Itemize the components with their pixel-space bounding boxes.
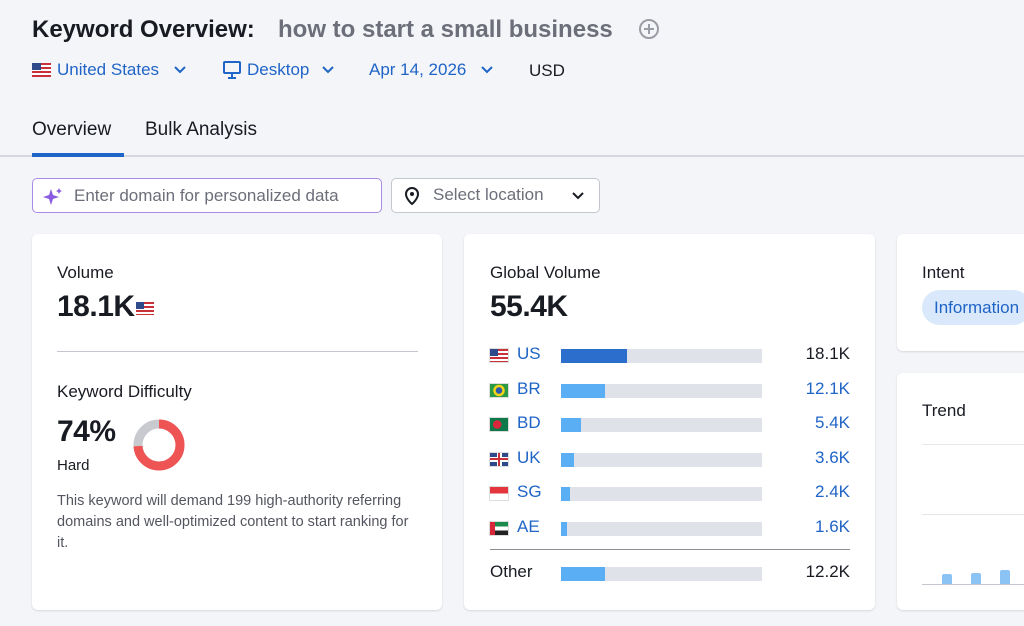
sparkle-icon	[43, 188, 62, 205]
us-flag	[32, 63, 51, 77]
chevron[interactable]	[479, 64, 495, 76]
country-code: UK	[517, 447, 541, 467]
bar-track	[561, 452, 762, 467]
bar	[561, 522, 567, 536]
flag	[490, 349, 508, 362]
other-label: Other	[490, 562, 533, 581]
kd-label: Keyword Difficulty	[57, 382, 192, 401]
trend-bar	[971, 572, 981, 584]
country-code: BD	[517, 413, 541, 433]
add-icon[interactable]	[638, 18, 660, 40]
flag	[490, 522, 508, 535]
flag	[490, 418, 508, 432]
volume-value: 18.1K	[57, 290, 135, 323]
grid-line	[922, 514, 1024, 515]
volume-value: 18.1K	[805, 344, 850, 363]
location-select[interactable]: Select location	[391, 178, 600, 213]
chevron[interactable]	[320, 64, 336, 76]
tab-indicator	[32, 153, 124, 157]
domain-input[interactable]: Enter domain for personalized data	[32, 178, 382, 213]
intent-card: Intent Information	[897, 234, 1024, 351]
divider	[57, 351, 418, 352]
volume-label: Volume	[57, 263, 114, 282]
country-code: BR	[517, 378, 541, 398]
pin-icon	[404, 186, 420, 206]
country-select[interactable]: United States	[57, 60, 160, 79]
trend-bar	[1000, 570, 1010, 584]
bar	[561, 418, 581, 433]
trend-label: Trend	[922, 401, 966, 420]
bar	[561, 452, 575, 467]
country-code: SG	[517, 482, 542, 502]
volume-value: 5.4K	[815, 413, 850, 433]
tab-overview[interactable]: Overview	[32, 119, 112, 140]
country-code: US	[517, 344, 541, 363]
kd-description: This keyword will demand 199 high-author…	[57, 493, 409, 551]
page-title: Keyword Overview:	[32, 16, 255, 43]
flag	[490, 383, 508, 397]
country-code: AE	[517, 517, 540, 536]
domain-placeholder: Enter domain for personalized data	[74, 186, 339, 205]
trend-card: Trend	[897, 373, 1024, 610]
volume-value: 12.1K	[805, 378, 850, 398]
baseline	[922, 584, 1024, 585]
location-placeholder: Select location	[433, 185, 544, 204]
intent-label: Intent	[922, 263, 965, 282]
global-volume-card: Global Volume 55.4K US 18.1K BR 12.1K BD 5.4K…	[464, 234, 875, 610]
volume-value: 12.2K	[805, 562, 850, 581]
donut-arc	[133, 419, 185, 471]
bar-track	[561, 383, 762, 398]
currency: USD	[529, 61, 565, 80]
bar	[561, 349, 627, 363]
bar-track	[561, 487, 762, 502]
tab-divider	[0, 155, 1024, 157]
us-flag	[136, 302, 154, 315]
bar-track	[561, 522, 762, 536]
bar	[561, 487, 570, 502]
device-select[interactable]: Desktop	[247, 60, 310, 79]
kd-value: 74%	[57, 415, 116, 448]
bar	[561, 383, 605, 398]
bar-track	[561, 567, 762, 581]
volume-value: 1.6K	[815, 517, 850, 536]
tab-bulk[interactable]: Bulk Analysis	[145, 119, 257, 140]
chevron[interactable]	[172, 64, 188, 76]
flag	[490, 452, 508, 466]
divider	[490, 549, 850, 550]
desktop-icon	[223, 61, 241, 79]
intent-pill: Information	[922, 290, 1024, 325]
kd-donut	[133, 419, 185, 471]
trend-bar	[942, 574, 952, 584]
volume-value: 3.6K	[815, 447, 850, 467]
keyword: how to start a small business	[278, 16, 613, 43]
volume-card: Volume 18.1K Keyword Difficulty 74% Hard…	[32, 234, 442, 610]
bar-track	[561, 418, 762, 433]
date-select[interactable]: Apr 14, 2026	[369, 60, 467, 79]
bar	[561, 567, 606, 581]
flag	[490, 487, 508, 501]
chevron	[572, 192, 584, 200]
global-volume-value: 55.4K	[490, 290, 568, 323]
global-volume-label: Global Volume	[490, 263, 601, 282]
kd-level: Hard	[57, 457, 90, 474]
grid-line	[922, 444, 1024, 445]
volume-value: 2.4K	[815, 482, 850, 502]
